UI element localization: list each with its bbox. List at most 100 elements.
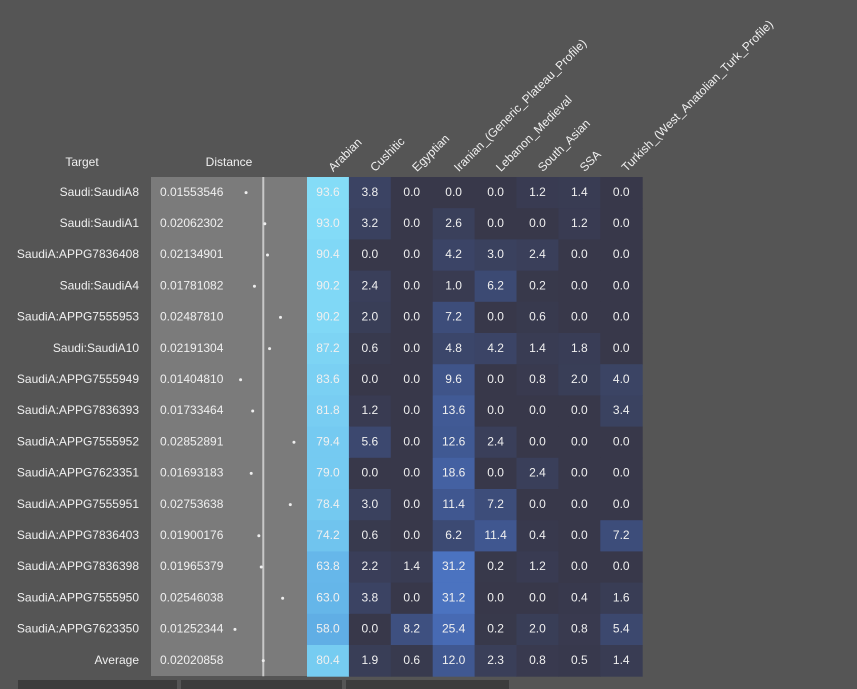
cell-value: 0.0	[487, 466, 504, 480]
target-label: Saudi:SaudiA1	[60, 216, 140, 230]
cell-value: 0.0	[529, 403, 546, 417]
heat-cell	[600, 582, 643, 615]
distance-dot	[265, 253, 269, 257]
cell-value: 4.2	[487, 341, 504, 355]
heat-cell	[558, 457, 601, 490]
cell-value: 2.4	[529, 247, 546, 261]
heat-cell	[600, 551, 643, 584]
cell-value: 0.0	[487, 310, 504, 324]
tab[interactable]	[346, 680, 509, 689]
heat-cell	[348, 364, 392, 396]
distance-dot	[279, 315, 283, 319]
cell-value: 5.4	[613, 622, 630, 636]
heat-cell	[600, 333, 643, 365]
cell-value: 12.0	[442, 653, 466, 667]
heat-cell	[348, 177, 392, 209]
heat-cell	[516, 239, 559, 272]
cell-value: 0.0	[403, 185, 420, 199]
cell-value: 0.0	[571, 559, 588, 573]
distance-value: 0.01693183	[160, 466, 224, 480]
cell-value: 0.0	[403, 466, 420, 480]
target-label: SaudiA:APPG7836398	[17, 559, 139, 573]
cell-value: 90.2	[316, 278, 340, 292]
cell-value: 58.0	[316, 622, 340, 636]
heat-cell	[558, 426, 601, 459]
heat-cell	[432, 239, 476, 272]
cell-value: 2.2	[362, 559, 379, 573]
heat-cell	[558, 177, 601, 209]
heat-cell	[307, 551, 350, 584]
cell-value: 0.8	[529, 372, 546, 386]
cell-value: 0.6	[529, 310, 546, 324]
heat-cell	[558, 582, 601, 615]
distance-value: 0.01733464	[160, 403, 224, 417]
cell-value: 4.2	[445, 247, 462, 261]
target-label: Saudi:SaudiA10	[53, 341, 139, 355]
cell-value: 93.0	[316, 216, 340, 230]
heat-cell	[474, 301, 517, 334]
cell-value: 0.0	[613, 341, 630, 355]
heat-cell	[307, 270, 350, 303]
cell-value: 63.8	[316, 559, 340, 573]
heat-cell	[516, 208, 559, 240]
distance-value: 0.01553546	[160, 185, 224, 199]
cell-value: 8.2	[403, 622, 420, 636]
heat-cell	[348, 301, 392, 334]
tab[interactable]	[18, 680, 177, 689]
heat-cell	[474, 551, 517, 584]
distance-dot	[261, 659, 265, 663]
cell-value: 0.2	[529, 278, 546, 292]
distance-dot	[239, 378, 243, 382]
heat-cell	[516, 364, 559, 396]
cell-value: 1.4	[403, 559, 420, 573]
cell-value: 0.0	[362, 466, 379, 480]
heat-cell	[307, 582, 350, 615]
cell-value: 3.0	[487, 247, 504, 261]
cell-value: 31.2	[442, 559, 466, 573]
heat-cell	[390, 301, 434, 334]
cell-value: 0.0	[403, 590, 420, 604]
cell-value: 1.2	[571, 216, 588, 230]
heat-cell	[558, 395, 601, 428]
cell-value: 0.0	[487, 590, 504, 604]
cell-value: 0.0	[487, 372, 504, 386]
heat-cell	[600, 426, 643, 459]
heat-cell	[558, 208, 601, 240]
heat-cell	[474, 333, 517, 365]
cell-value: 87.2	[316, 341, 340, 355]
cell-value: 1.8	[571, 341, 588, 355]
cell-value: 1.2	[529, 559, 546, 573]
heat-cell	[348, 551, 392, 584]
target-label: SaudiA:APPG7555950	[17, 590, 139, 604]
distance-value: 0.01252344	[160, 622, 224, 636]
cell-value: 0.0	[362, 247, 379, 261]
cell-value: 25.4	[442, 622, 466, 636]
heat-cell	[558, 333, 601, 365]
distance-value: 0.02852891	[160, 434, 224, 448]
heat-cell	[474, 489, 517, 521]
heat-cell	[474, 613, 517, 646]
heat-cell	[600, 395, 643, 428]
heat-cell	[474, 426, 517, 459]
target-header: Target	[65, 155, 99, 169]
heat-cell	[516, 520, 559, 552]
heat-cell	[600, 177, 643, 209]
cell-value: 1.0	[445, 278, 462, 292]
cell-value: 3.2	[362, 216, 379, 230]
heat-cell	[600, 613, 643, 646]
cell-value: 0.0	[613, 278, 630, 292]
cell-value: 0.2	[487, 559, 504, 573]
heat-cell	[390, 520, 434, 552]
tab[interactable]	[181, 680, 342, 689]
heat-cell	[600, 239, 643, 272]
heat-cell	[348, 457, 392, 490]
cell-value: 0.5	[571, 653, 588, 667]
heat-cell	[516, 333, 559, 365]
cell-value: 0.0	[529, 497, 546, 511]
cell-value: 0.0	[403, 247, 420, 261]
target-label: Saudi:SaudiA8	[60, 185, 140, 199]
cell-value: 0.0	[403, 403, 420, 417]
cell-value: 2.0	[571, 372, 588, 386]
distance-dot	[252, 284, 256, 288]
